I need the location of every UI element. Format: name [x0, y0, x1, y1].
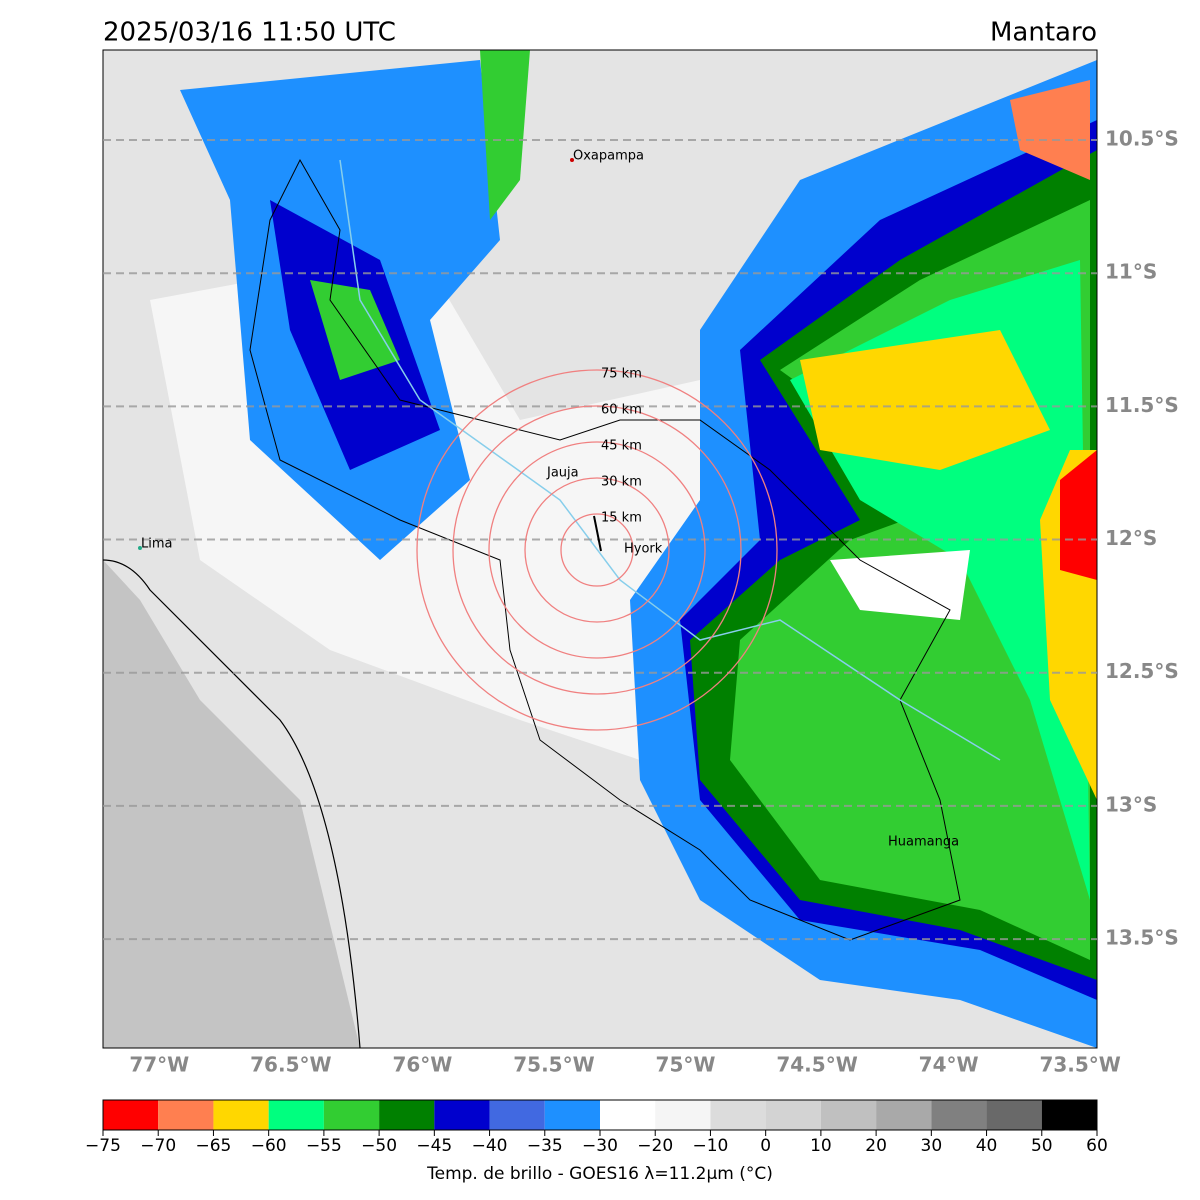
colorbar-box — [268, 1100, 324, 1130]
colorbar-tick-label: −20 — [637, 1136, 673, 1156]
place-label: Hyork — [624, 542, 663, 557]
ring-label: 60 km — [601, 403, 642, 418]
colorbar-tick-label: −60 — [251, 1136, 287, 1156]
range-ring — [488, 441, 706, 659]
colorbar-tick-label: 30 — [921, 1136, 943, 1156]
colorbar-tick-label: 40 — [976, 1136, 998, 1156]
colorbar-tick-label: −55 — [306, 1136, 342, 1156]
cloud-north — [480, 50, 530, 220]
lon-label: 76°W — [392, 1053, 452, 1077]
colorbar-tick-label: −65 — [195, 1136, 231, 1156]
colorbar-tick-label: 10 — [810, 1136, 832, 1156]
lat-label: 12°S — [1105, 526, 1157, 550]
radar-beam — [593, 515, 602, 552]
colorbar-box — [379, 1100, 435, 1130]
lon-label: 73.5°W — [1039, 1053, 1120, 1077]
colorbar-box — [820, 1100, 877, 1130]
colorbar-tick-label: 0 — [760, 1136, 771, 1156]
colorbar-box — [103, 1100, 159, 1130]
place-label: Lima — [141, 537, 172, 552]
colorbar-box — [655, 1100, 711, 1130]
colorbar-tick-label: 20 — [865, 1136, 887, 1156]
colorbar-tick-label: −10 — [692, 1136, 728, 1156]
colorbar-tick-label: 50 — [1031, 1136, 1053, 1156]
colorbar-tick-label: −70 — [140, 1136, 176, 1156]
lon-label: 75.5°W — [513, 1053, 594, 1077]
colorbar-box — [931, 1100, 987, 1130]
place-label: Jauja — [546, 466, 579, 481]
region-name: Mantaro — [990, 18, 1097, 48]
colorbar-box — [876, 1100, 932, 1130]
range-ring — [560, 513, 634, 587]
lon-label: 74.5°W — [776, 1053, 857, 1077]
lon-label: 75°W — [656, 1053, 716, 1077]
ring-label: 30 km — [601, 475, 642, 490]
lat-label: 13.5°S — [1105, 926, 1179, 950]
colorbar-box — [765, 1100, 821, 1130]
map-frame — [102, 49, 1098, 1049]
cloud-west-green — [310, 280, 400, 380]
lat-label: 11.5°S — [1105, 393, 1179, 417]
lat-label: 11°S — [1105, 260, 1157, 284]
ring-label: 75 km — [601, 367, 642, 382]
colorbar-box — [1041, 1100, 1097, 1130]
colorbar-box — [158, 1100, 214, 1130]
place-label: Oxapampa — [573, 149, 644, 164]
colorbar-tick-label: −35 — [527, 1136, 563, 1156]
colorbar-box — [986, 1100, 1042, 1130]
colorbar-tick-label: −45 — [416, 1136, 452, 1156]
ring-label: 15 km — [601, 511, 642, 526]
range-ring — [416, 369, 778, 731]
cloud-se-red — [1060, 450, 1097, 580]
colorbar-label: Temp. de brillo - GOES16 λ=11.2μm (°C) — [426, 1164, 773, 1184]
range-ring — [452, 405, 742, 695]
colorbar-box — [213, 1100, 269, 1130]
colorbar-box — [323, 1100, 380, 1130]
colorbar-tick-label: 60 — [1086, 1136, 1108, 1156]
colorbar-tick-label: −75 — [85, 1136, 121, 1156]
colorbar-box — [544, 1100, 600, 1130]
title: 2025/03/16 11:50 UTC — [103, 18, 396, 48]
range-ring — [524, 477, 670, 623]
lat-label: 13°S — [1105, 792, 1157, 816]
overlay: 10.5°S 11°S 11.5°S 12°S 12.5°S 13°S 13.5°S 77°W… — [85, 127, 1179, 1184]
colorbar-box — [600, 1100, 656, 1130]
imagery — [103, 50, 1097, 1048]
lat-label: 10.5°S — [1105, 127, 1179, 151]
ring-label: 45 km — [601, 439, 642, 454]
lon-label: 77°W — [129, 1053, 189, 1077]
colorbar-box — [434, 1100, 490, 1130]
place-label: Huamanga — [888, 835, 959, 850]
colorbar-tick-label: −30 — [582, 1136, 618, 1156]
colorbar-tick-label: −50 — [361, 1136, 397, 1156]
cloud-east-gold — [800, 330, 1050, 470]
lat-label: 12.5°S — [1105, 659, 1179, 683]
coast-gray — [103, 560, 360, 1048]
lon-label: 74°W — [919, 1053, 979, 1077]
place-dot — [570, 158, 574, 162]
coastline — [103, 559, 361, 1048]
lon-label: 76.5°W — [250, 1053, 331, 1077]
colorbar-box — [710, 1100, 766, 1130]
cloud-ne-coral — [1010, 80, 1090, 180]
colorbar-box — [489, 1100, 545, 1130]
clear-patch — [830, 550, 970, 620]
basin-outline — [249, 158, 961, 941]
colorbar-tick-label: −40 — [472, 1136, 508, 1156]
place-dot — [138, 546, 142, 550]
